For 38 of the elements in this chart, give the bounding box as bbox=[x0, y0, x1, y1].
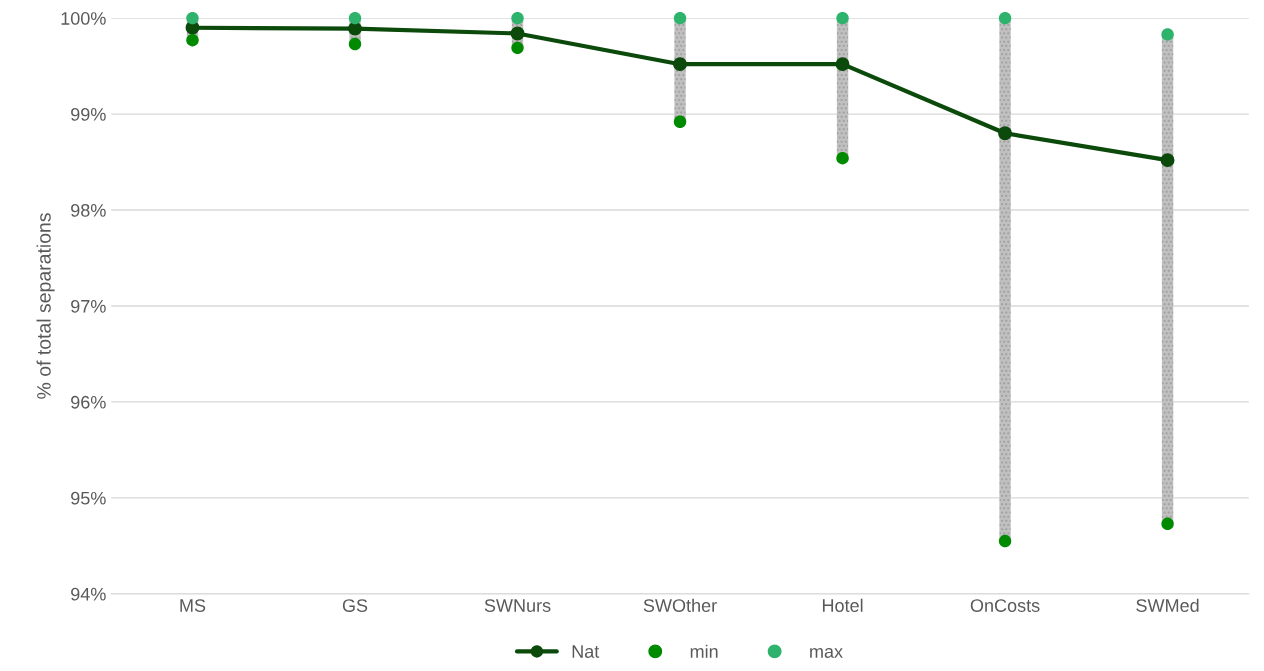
point bbox=[1161, 517, 1174, 530]
point bbox=[348, 11, 362, 25]
y-tick-label: 94% bbox=[71, 587, 106, 601]
point bbox=[348, 37, 362, 51]
point bbox=[673, 57, 687, 72]
y-tick-label: 97% bbox=[71, 299, 106, 313]
legend-label: min bbox=[690, 644, 718, 658]
x-tick-label: Hotel bbox=[822, 598, 863, 612]
point bbox=[673, 115, 687, 128]
y-tick-label: 95% bbox=[71, 491, 106, 505]
point bbox=[186, 11, 199, 25]
point bbox=[186, 33, 199, 47]
point bbox=[1161, 28, 1174, 41]
point bbox=[835, 57, 850, 72]
point bbox=[511, 11, 524, 25]
x-tick-label: SWNurs bbox=[484, 599, 551, 612]
x-tick-label: SWMed bbox=[1136, 598, 1199, 612]
point bbox=[998, 534, 1012, 548]
point bbox=[998, 11, 1012, 25]
point bbox=[510, 26, 525, 41]
y-tick-label: 99% bbox=[71, 108, 106, 121]
y-axis-title: % of total separations bbox=[36, 213, 55, 399]
point bbox=[836, 152, 849, 165]
x-tick-label: OnCosts bbox=[970, 599, 1040, 612]
x-tick-label: GS bbox=[342, 599, 368, 612]
x-tick-label: SWOther bbox=[643, 598, 717, 612]
point bbox=[1160, 153, 1175, 168]
point bbox=[836, 11, 849, 25]
y-tick-label: 98% bbox=[71, 203, 106, 217]
point bbox=[511, 41, 524, 55]
y-tick-label: 96% bbox=[71, 395, 106, 409]
y-tick-label: 100% bbox=[61, 12, 106, 25]
x-tick-label: MS bbox=[180, 599, 206, 612]
point bbox=[673, 11, 687, 25]
legend-label: Nat bbox=[572, 645, 600, 658]
legend-label: max bbox=[810, 648, 843, 658]
point bbox=[348, 21, 362, 36]
point bbox=[998, 126, 1013, 141]
